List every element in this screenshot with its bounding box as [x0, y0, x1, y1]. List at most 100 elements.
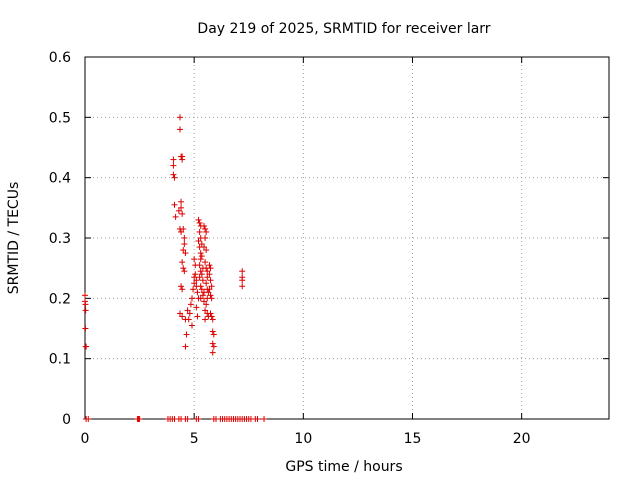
data-point: [196, 219, 203, 226]
data-point: [185, 316, 192, 323]
data-point: [182, 250, 189, 257]
data-point: [194, 313, 201, 320]
data-point: [176, 310, 183, 317]
data-point: [195, 238, 202, 245]
data-point: [82, 301, 89, 308]
data-point: [184, 416, 191, 422]
data-point: [171, 174, 178, 181]
plot-frame: [84, 56, 610, 420]
data-point: [85, 416, 92, 422]
data-point: [202, 235, 209, 241]
x-tick-label: 10: [294, 431, 312, 447]
data-point: [200, 222, 207, 229]
y-tick-label: 0: [62, 412, 71, 428]
data-point: [181, 235, 188, 241]
data-point: [82, 325, 89, 332]
data-point: [194, 289, 201, 296]
data-point: [195, 216, 202, 223]
data-point: [197, 256, 204, 263]
data-point: [202, 307, 209, 314]
data-point: [186, 310, 193, 317]
data-point: [239, 277, 246, 284]
data-point: [197, 268, 204, 275]
x-tick-label: 20: [513, 431, 531, 447]
data-point: [202, 259, 209, 266]
data-point: [187, 301, 194, 308]
data-point: [188, 295, 195, 302]
data-point: [206, 286, 213, 293]
y-tick-label: 0.3: [49, 231, 71, 247]
data-point: [170, 156, 177, 163]
data-point: [136, 416, 143, 422]
data-point: [209, 328, 216, 335]
data-point: [198, 286, 205, 293]
data-point: [181, 241, 188, 248]
data-point: [207, 277, 214, 284]
chart-title: Day 219 of 2025, SRMTID for receiver lar…: [197, 21, 490, 37]
x-tick-label: 0: [81, 431, 90, 447]
data-point: [191, 256, 198, 263]
data-point: [197, 295, 204, 302]
data-point: [197, 283, 204, 290]
data-point: [193, 304, 200, 311]
data-point: [207, 265, 214, 272]
data-point: [171, 201, 178, 208]
data-point: [210, 331, 217, 338]
data-point: [196, 262, 203, 269]
data-point: [203, 228, 210, 235]
data-point: [179, 156, 186, 163]
data-point: [198, 253, 205, 260]
data-point: [210, 343, 217, 350]
data-point: [180, 265, 187, 272]
x-axis-label: GPS time / hours: [285, 459, 402, 475]
data-point: [172, 213, 179, 220]
data-point: [207, 292, 214, 299]
data-point: [202, 225, 209, 232]
data-point: [180, 225, 187, 232]
data-point: [190, 286, 197, 293]
x-tick-label: 15: [404, 431, 422, 447]
data-point: [191, 280, 198, 287]
data-point: [195, 416, 202, 422]
data-point: [180, 247, 187, 254]
data-point: [209, 340, 216, 347]
y-tick-label: 0.1: [49, 352, 71, 368]
data-point: [203, 247, 210, 254]
data-point: [206, 271, 213, 278]
data-point: [178, 283, 185, 290]
data-point: [176, 126, 183, 133]
axis-ticks: 0 0.1 0.2 0.3 0.4 0.5 0.6 0 5 10 15 20: [49, 50, 609, 447]
y-tick-label: 0.5: [49, 110, 71, 126]
data-point: [208, 313, 215, 320]
data-point: [196, 228, 203, 235]
data-point: [170, 162, 177, 169]
data-point: [204, 274, 211, 281]
data-point: [178, 204, 185, 211]
data-point: [179, 259, 186, 266]
data-point: [209, 316, 216, 323]
data-point: [182, 343, 189, 350]
data-point: [183, 331, 190, 338]
data-point: [184, 307, 191, 314]
data-point: [179, 286, 186, 293]
data-point: [193, 277, 200, 284]
data-point: [188, 322, 195, 329]
data-point: [196, 274, 203, 281]
data-point: [170, 171, 177, 178]
data-point: [199, 292, 206, 299]
data-point: [203, 301, 210, 308]
data-points: [82, 114, 268, 422]
data-point: [181, 268, 188, 275]
data-point: [239, 283, 246, 290]
data-point: [178, 198, 185, 205]
data-point: [200, 298, 207, 305]
data-point: [82, 292, 88, 299]
data-point: [202, 316, 209, 323]
data-point: [207, 310, 214, 317]
x-tick-label: 5: [190, 431, 199, 447]
data-point: [176, 114, 183, 121]
data-point: [179, 313, 186, 320]
data-point: [82, 307, 89, 314]
data-point: [203, 280, 210, 287]
